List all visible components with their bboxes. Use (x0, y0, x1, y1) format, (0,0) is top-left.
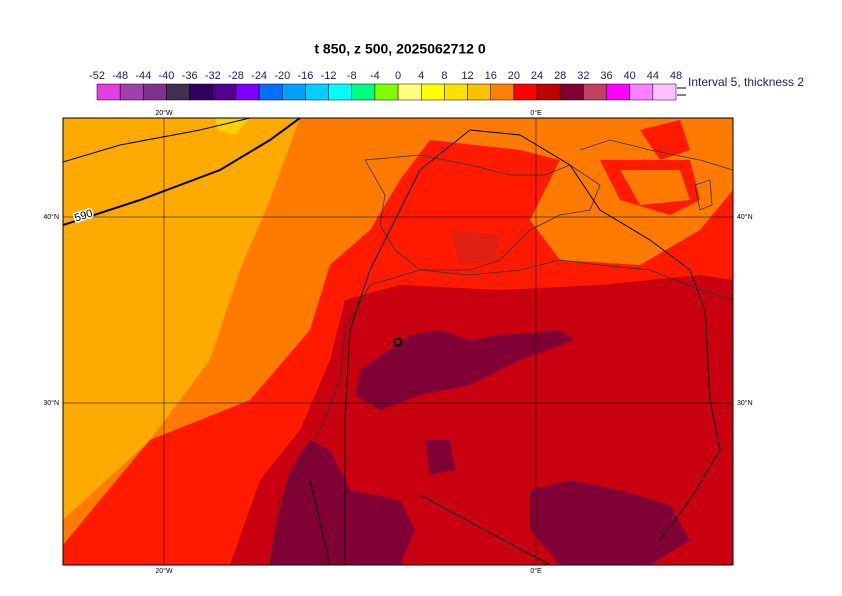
colorbar-label: -20 (274, 70, 290, 82)
colorbar-label: 8 (441, 70, 447, 82)
colorbar-label: 40 (624, 70, 636, 82)
colorbar-box (119, 83, 144, 101)
map-frame (62, 117, 734, 566)
colorbar-label: 44 (647, 70, 659, 82)
colorbar-note: Interval 5, thickness 2 (688, 75, 804, 89)
field-red-spot (450, 230, 500, 265)
colorbar-label: 32 (577, 70, 589, 82)
colorbar-box (143, 83, 167, 101)
colorbar-label: -44 (135, 70, 151, 82)
contour-line (63, 118, 301, 226)
colorbar-label: -16 (297, 70, 313, 82)
colorbar-box (374, 83, 399, 101)
field-maroon (270, 440, 415, 565)
colorbar-box (629, 83, 654, 101)
field-maroon (530, 480, 690, 565)
coastlines (269, 139, 733, 565)
title: t 850, z 500, 2025062712 0 (314, 41, 485, 57)
colorbar-label: 36 (600, 70, 612, 82)
colorbar-box (652, 83, 677, 101)
colorbar-box (559, 83, 584, 101)
colorbar-label: -24 (251, 70, 267, 82)
colorbar-label: -40 (159, 70, 175, 82)
colorbar-label: 28 (554, 70, 566, 82)
lat-label: 30°N (737, 399, 753, 407)
colorbar-box (397, 83, 422, 101)
colorbar-label: -52 (89, 70, 105, 82)
field-maroon (425, 440, 455, 475)
colorbar-box (235, 83, 260, 101)
graticule (63, 118, 733, 565)
colorbar-label: 24 (531, 70, 543, 82)
colorbar-box (351, 83, 376, 101)
colorbar-label: 4 (418, 70, 424, 82)
colorbar-label: -8 (347, 70, 357, 82)
colorbar-box (606, 83, 630, 101)
contour-line (63, 118, 251, 163)
colorbar-label: -4 (370, 70, 380, 82)
field-yellow (215, 118, 250, 135)
map-field: 590 (63, 118, 733, 565)
colorbar-box (189, 83, 214, 101)
lon-label: 20°W (155, 567, 173, 575)
colorbar-label: -28 (228, 70, 244, 82)
colorbar-box (212, 83, 237, 101)
colorbar-box (513, 83, 538, 101)
colorbar-box (490, 83, 515, 101)
colorbar-label: 12 (461, 70, 473, 82)
colorbar-label: -12 (321, 70, 337, 82)
borders (309, 129, 721, 565)
colorbar-box (282, 83, 306, 101)
colorbar-box (444, 83, 468, 101)
colorbar-label: -48 (112, 70, 128, 82)
colorbar-box (536, 83, 561, 101)
lon-label: 0°E (530, 567, 542, 575)
lon-label: 20°W (155, 109, 173, 117)
field-orange-ne (620, 170, 690, 205)
colorbar: -52 -48 -44 -40 -36 -32 -28 -24 -20 -16 -12 -8 -4 0 4 8… (89, 70, 682, 101)
lat-label: 40°N (43, 213, 59, 221)
colorbar-label: 16 (485, 70, 497, 82)
lat-label: 30°N (43, 399, 59, 407)
colorbar-label: -36 (182, 70, 198, 82)
lat-label: 40°N (737, 213, 753, 221)
graticule-labels: 20°W 0°E 20°W 0°E 40°N 30°N 40°N 30°N (43, 109, 752, 575)
colorbar-box (96, 83, 121, 101)
location-marker (393, 337, 403, 347)
lon-label: 0°E (530, 109, 542, 117)
field-maroon (355, 330, 575, 410)
colorbar-box (583, 83, 607, 101)
colorbar-box (328, 83, 353, 101)
colorbar-label: 20 (508, 70, 520, 82)
colorbar-label: 0 (395, 70, 401, 82)
colorbar-box (420, 83, 445, 101)
colorbar-label: -32 (205, 70, 221, 82)
colorbar-box (166, 83, 190, 101)
colorbar-box (305, 83, 329, 101)
colorbar-label: 48 (670, 70, 682, 82)
colorbar-box (258, 83, 283, 101)
colorbar-box (467, 83, 491, 101)
